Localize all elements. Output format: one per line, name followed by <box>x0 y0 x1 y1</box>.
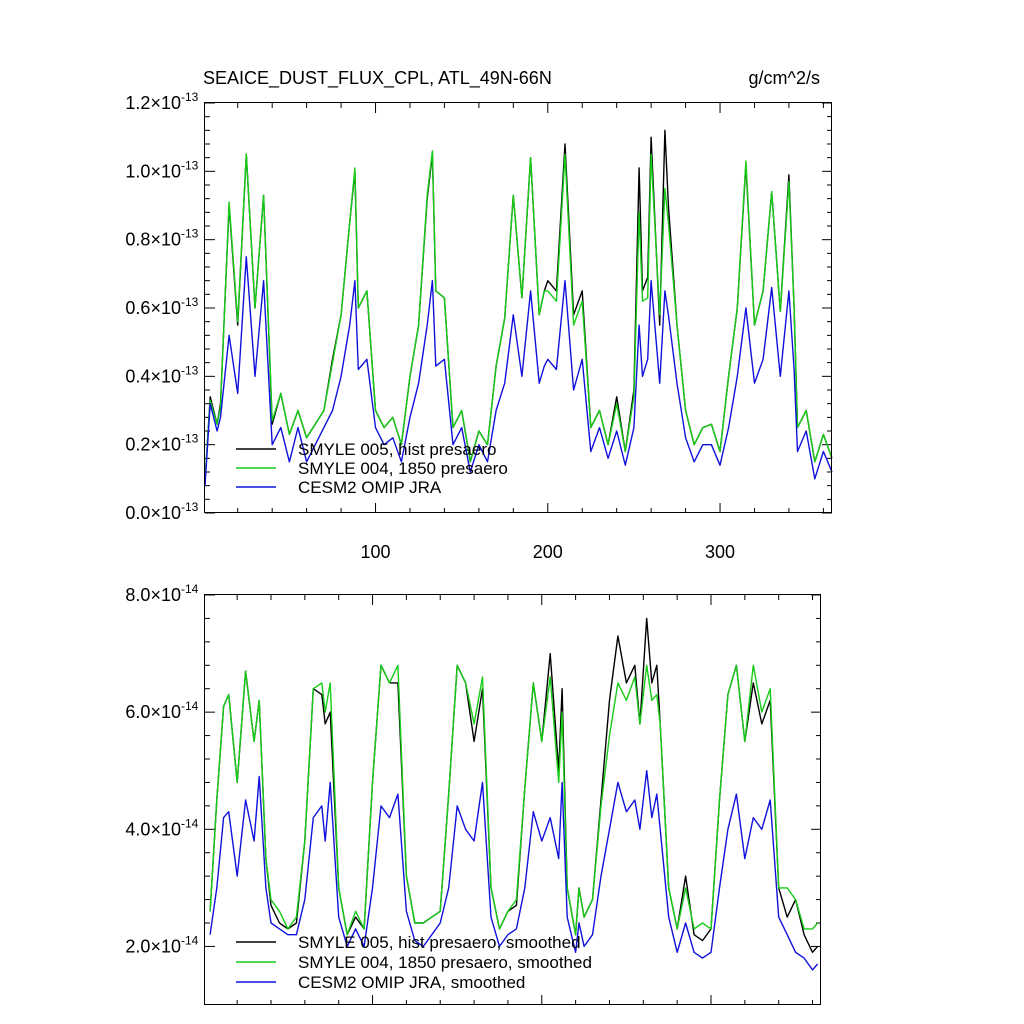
bottom-panel-frame <box>204 594 821 1005</box>
y-tick-label: 0.4×10 <box>125 366 181 386</box>
series-line-2 <box>204 256 833 486</box>
y-tick-label: 8.0×10 <box>125 585 181 605</box>
series-line-1 <box>204 150 833 479</box>
legend-label: CESM2 OMIP JRA, smoothed <box>298 973 525 992</box>
y-tick-exponent: -13 <box>181 500 199 514</box>
y-tick-label: 2.0×10 <box>125 936 181 956</box>
legend-label: SMYLE 004, 1850 presaero <box>298 459 508 478</box>
series-line-2 <box>209 770 819 971</box>
y-tick-exponent: -13 <box>181 158 199 172</box>
series-line-1 <box>209 664 819 936</box>
top-panel-units: g/cm^2/s <box>749 68 820 88</box>
y-tick-exponent: -13 <box>181 227 199 241</box>
y-tick-label: 1.0×10 <box>125 161 181 181</box>
y-tick-exponent: -13 <box>181 432 199 446</box>
legend-label: SMYLE 005, hist presaero, smoothed <box>298 933 581 952</box>
y-tick-exponent: -13 <box>181 90 199 104</box>
top-panel-frame <box>204 102 832 513</box>
legend-label: SMYLE 005, hist presaero <box>298 440 496 459</box>
bottom-panel: 2.0×10 -144.0×10 -146.0×10 -148.0×10 -14 SMY… <box>125 582 821 1005</box>
y-tick-exponent: -14 <box>181 582 199 596</box>
y-tick-exponent: -13 <box>181 295 199 309</box>
y-tick-label: 0.6×10 <box>125 298 181 318</box>
y-tick-label: 6.0×10 <box>125 702 181 722</box>
legend-label: SMYLE 004, 1850 presaero, smoothed <box>298 953 592 972</box>
y-tick-label: 0.0×10 <box>125 503 181 523</box>
x-tick-label: 300 <box>705 542 735 562</box>
x-tick-label: 200 <box>533 542 563 562</box>
y-tick-exponent: -14 <box>181 699 199 713</box>
y-tick-exponent: -13 <box>181 363 199 377</box>
top-panel-title: SEAICE_DUST_FLUX_CPL, ATL_49N-66N <box>203 68 552 89</box>
y-tick-exponent: -14 <box>181 933 199 947</box>
y-tick-label: 0.2×10 <box>125 435 181 455</box>
y-tick-label: 1.2×10 <box>125 93 181 113</box>
y-tick-label: 4.0×10 <box>125 819 181 839</box>
y-tick-exponent: -14 <box>181 816 199 830</box>
top-panel: SEAICE_DUST_FLUX_CPL, ATL_49N-66N g/cm^2… <box>125 68 833 562</box>
y-tick-label: 0.8×10 <box>125 230 181 250</box>
x-tick-label: 100 <box>361 542 391 562</box>
legend-label: CESM2 OMIP JRA <box>298 478 442 497</box>
